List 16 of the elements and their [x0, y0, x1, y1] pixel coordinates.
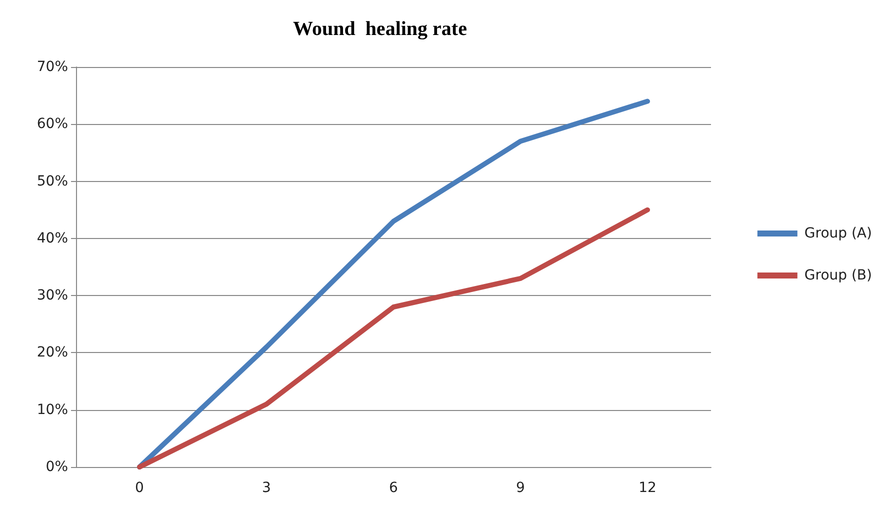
- y-tick-label: 70%: [36, 59, 68, 75]
- y-tick-label: 20%: [36, 344, 68, 361]
- y-tick-label: 60%: [36, 116, 68, 132]
- x-tick-label: 3: [262, 480, 271, 496]
- y-tick-label: 10%: [36, 402, 68, 418]
- y-tick-label: 30%: [36, 288, 68, 304]
- legend-label: Group (B): [804, 268, 872, 284]
- x-tick-label: 6: [389, 480, 398, 496]
- y-tick-label: 50%: [36, 173, 68, 190]
- x-tick-label: 0: [135, 480, 144, 496]
- y-tick-label: 0%: [46, 459, 68, 475]
- chart-title: Wound healing rate: [293, 18, 468, 40]
- legend-label: Group (A): [804, 226, 872, 242]
- x-tick-label: 12: [638, 480, 656, 496]
- y-tick-label: 40%: [36, 230, 68, 246]
- x-tick-label: 9: [516, 480, 525, 496]
